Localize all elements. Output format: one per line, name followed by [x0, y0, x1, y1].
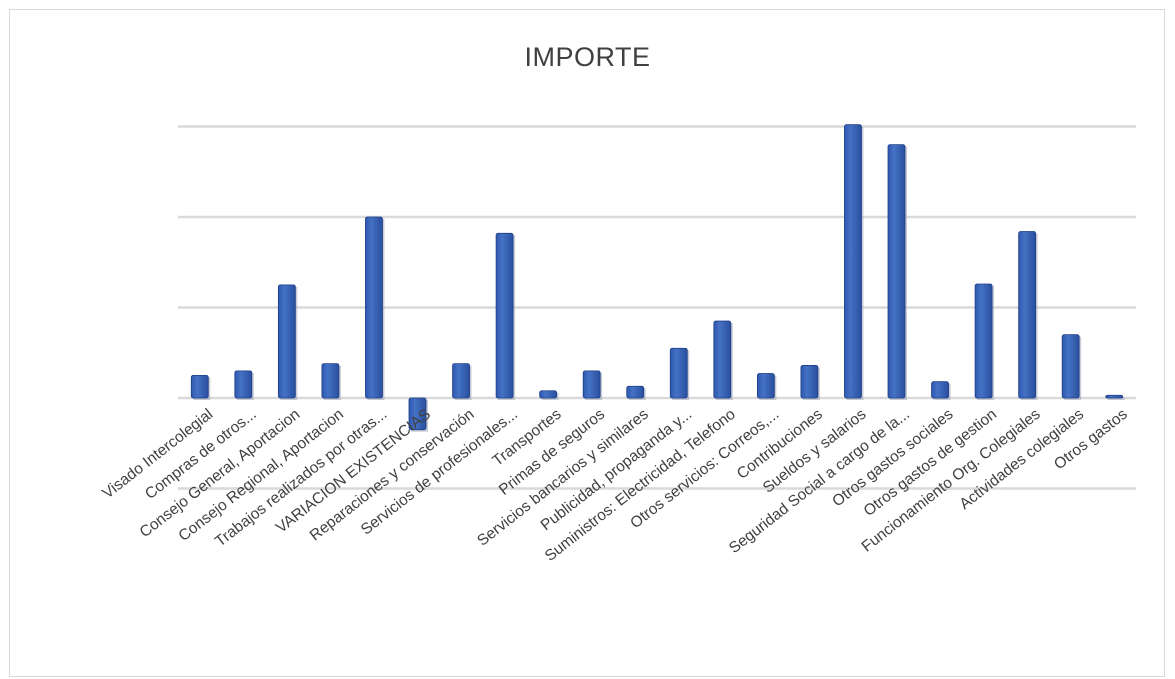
bar — [800, 365, 819, 399]
bar — [452, 363, 470, 399]
bar — [887, 144, 906, 399]
chart-title: IMPORTE — [524, 42, 651, 72]
chart-frame — [9, 9, 1165, 677]
bar — [974, 283, 993, 399]
bar — [1105, 394, 1124, 399]
bar — [321, 363, 340, 399]
bar — [277, 284, 296, 399]
bar — [844, 124, 862, 399]
bars — [190, 124, 1125, 432]
bar — [626, 385, 645, 399]
bar — [713, 320, 732, 399]
bar — [756, 373, 775, 399]
bar — [234, 370, 253, 399]
bar — [931, 381, 949, 399]
bar — [539, 390, 558, 399]
bar — [365, 216, 383, 399]
bar — [495, 232, 514, 399]
bar-shadow — [1107, 397, 1125, 400]
bar — [669, 347, 688, 399]
bar — [1018, 231, 1037, 399]
bar — [1061, 334, 1080, 399]
bar — [190, 374, 209, 399]
bar — [408, 397, 427, 431]
bar — [582, 370, 601, 399]
